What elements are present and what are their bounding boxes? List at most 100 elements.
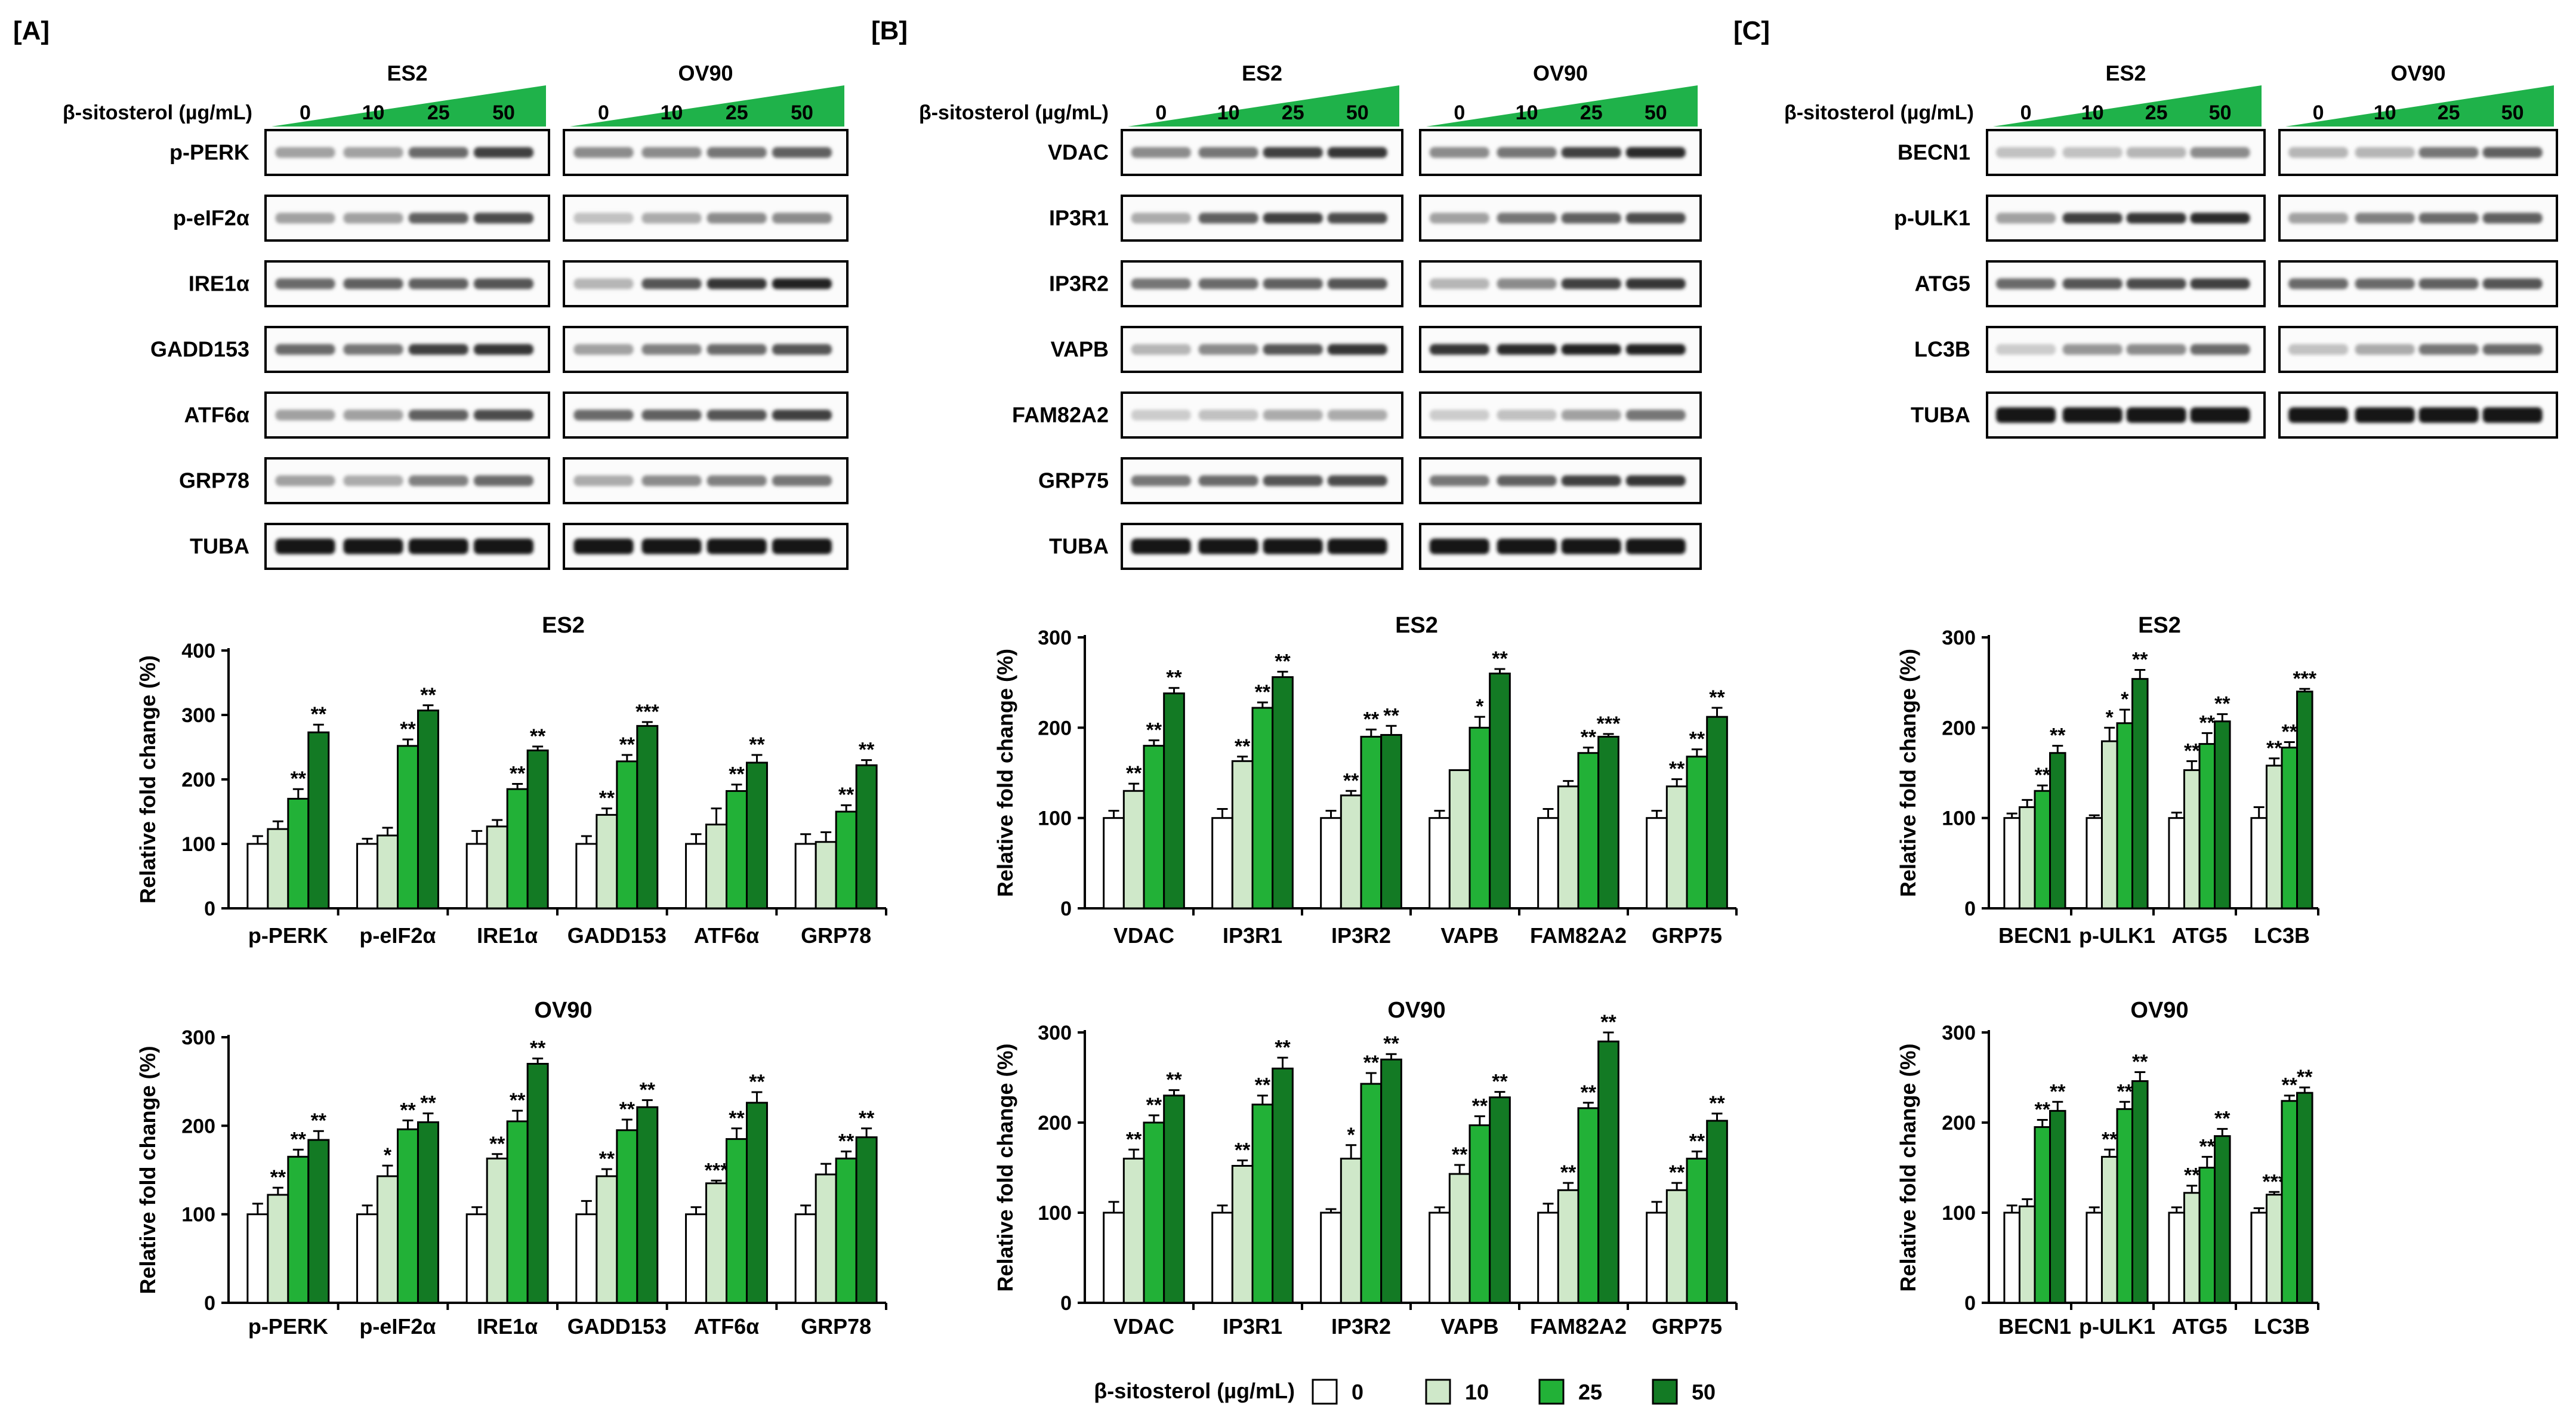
protein-band: [474, 538, 533, 554]
protein-band: [2288, 212, 2349, 224]
protein-band: [2482, 407, 2543, 423]
protein-band: [2418, 344, 2479, 355]
bar-ire1-dose-0: [465, 1213, 488, 1304]
legend-swatch-10: [1425, 1379, 1451, 1405]
bar-chart-a-ov90: OV90 Relative fold change (%) 0 100 200 300 p-…: [135, 998, 887, 1339]
bar-lc3b-dose-25: [2281, 1100, 2299, 1304]
category-label-atg5: ATG5: [2171, 1314, 2227, 1339]
protein-band: [408, 278, 468, 289]
significance-mark: **: [291, 767, 307, 790]
bar-grp78-dose-0: [794, 1213, 817, 1304]
protein-band: [2418, 147, 2479, 158]
bar-p-eif2-dose-25: [397, 745, 419, 910]
protein-band: [2190, 212, 2250, 224]
protein-band: [2355, 147, 2415, 158]
protein-band: [772, 147, 832, 158]
protein-band: [1625, 409, 1686, 421]
significance-mark: **: [530, 725, 546, 748]
bar-grp75-dose-50: [1706, 1120, 1728, 1304]
legend-swatch-50: [1652, 1379, 1678, 1405]
bar-gadd153-dose-25: [616, 760, 638, 910]
significance-mark: **: [510, 1089, 526, 1112]
protein-band: [641, 538, 702, 554]
protein-band: [1625, 212, 1686, 224]
panel-label: [C]: [1733, 16, 1770, 45]
protein-band: [573, 475, 634, 486]
bar-vdac-dose-25: [1143, 1121, 1165, 1304]
protein-band: [707, 344, 767, 355]
protein-band: [343, 475, 403, 486]
blot-label-grp75: GRP75: [1038, 468, 1109, 493]
dose-label-0: 0: [2020, 101, 2032, 124]
bar-ire1-dose-10: [486, 1157, 508, 1304]
dose-label-0: 0: [300, 101, 311, 124]
bar-p-eif2-dose-10: [377, 1175, 399, 1304]
dose-gradient-triangle: [570, 85, 844, 127]
protein-band: [2126, 147, 2186, 158]
bar-lc3b-dose-0: [2250, 1211, 2268, 1304]
blot-row-vapb: VAPB: [1051, 326, 1403, 373]
bar-grp78-dose-25: [835, 1157, 857, 1304]
chart-title: OV90: [534, 998, 592, 1023]
significance-mark: **: [291, 1128, 307, 1151]
y-tick-label: 100: [181, 833, 215, 856]
protein-band: [1327, 278, 1387, 289]
bar-vdac-dose-25: [1143, 745, 1165, 910]
blot-row-ip3r1: IP3R1: [1049, 195, 1403, 242]
protein-band: [408, 475, 468, 486]
protein-band: [573, 278, 634, 289]
protein-band: [275, 278, 335, 289]
protein-band: [1625, 344, 1686, 355]
protein-band: [772, 212, 832, 224]
bar-atg5-dose-25: [2198, 743, 2216, 910]
significance-mark: **: [311, 1109, 327, 1132]
category-label-atg5: ATG5: [2171, 923, 2227, 948]
blot-row-tuba: [563, 523, 849, 570]
significance-mark: **: [400, 718, 416, 741]
protein-band: [1263, 475, 1323, 486]
bar-ire1-dose-25: [506, 1120, 529, 1304]
bar-chart-b-ov90: OV90 Relative fold change (%) 0 100 200 300 VD…: [993, 998, 1738, 1339]
bar-fam82a2-dose-10: [1557, 785, 1579, 910]
blot-group-es2: ES2 0 10 25 50 p-PERK p-eIF2α IRE1α GADD153 ATF6α…: [150, 61, 550, 570]
blot-row-grp78: GRP78: [179, 457, 550, 504]
category-label-vdac: VDAC: [1113, 1314, 1174, 1339]
bar-lc3b-dose-50: [2296, 690, 2313, 910]
significance-mark: **: [599, 787, 615, 810]
category-label-becn1: BECN1: [1998, 1314, 2071, 1339]
protein-band: [1131, 475, 1191, 486]
significance-mark: **: [400, 1099, 416, 1121]
blot-group-ov90: OV90 0 10 25 50: [2278, 61, 2558, 439]
y-tick-label: 200: [181, 1115, 215, 1137]
blot-label-p-ulk1: p-ULK1: [1894, 206, 1970, 230]
bar-gadd153-dose-25: [616, 1129, 638, 1304]
bar-gadd153-dose-10: [596, 1175, 618, 1304]
cell-line-label: ES2: [387, 61, 427, 85]
significance-mark: **: [1669, 1161, 1685, 1184]
bar-p-eif2-dose-10: [377, 834, 399, 910]
bar-ire1-dose-0: [465, 843, 488, 910]
significance-mark: **: [420, 1092, 436, 1115]
significance-mark: **: [2035, 764, 2051, 787]
chart-title: OV90: [2130, 998, 2188, 1023]
protein-band: [1429, 212, 1489, 224]
blot-label-lc3b: LC3B: [1914, 337, 1970, 362]
protein-band: [275, 409, 335, 421]
dose-label-25: 25: [1580, 101, 1603, 124]
bar-grp75-dose-10: [1665, 785, 1688, 910]
protein-band: [2288, 344, 2349, 355]
blot-row-grp78: [563, 457, 849, 504]
significance-mark: **: [619, 1098, 635, 1121]
protein-band: [343, 344, 403, 355]
category-label-ip3r1: IP3R1: [1223, 923, 1282, 948]
cell-line-label: OV90: [2390, 61, 2445, 85]
category-label-lc3b: LC3B: [2254, 923, 2310, 948]
bar-vdac-dose-50: [1163, 692, 1185, 910]
y-tick-label: 300: [181, 1026, 215, 1049]
protein-band: [1429, 344, 1489, 355]
bar-ip3r1-dose-25: [1251, 707, 1274, 910]
protein-band: [2062, 278, 2122, 289]
bar-fam82a2-dose-0: [1537, 1211, 1559, 1304]
bar-gadd153-dose-0: [575, 843, 598, 910]
protein-band: [275, 147, 335, 158]
